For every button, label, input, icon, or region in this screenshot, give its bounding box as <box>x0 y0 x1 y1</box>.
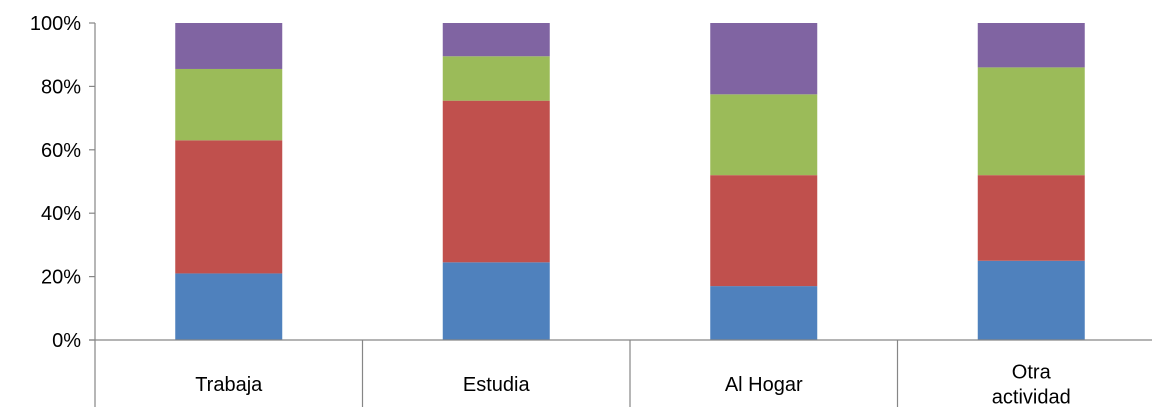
x-tick-label: Otra actividad <box>992 362 1071 407</box>
bar-segment-2-3 <box>442 56 550 101</box>
x-tick-label: Al Hogar <box>725 374 803 396</box>
bar-segment-2-2 <box>442 100 550 263</box>
labels-layer: 0% 20% 40% 60% 80% 100% Trabaja Estudia Al Hogar… <box>30 13 1071 407</box>
bar-segment-1-1 <box>175 273 283 340</box>
bar-segment-1-4 <box>175 23 283 69</box>
bar-segment-4-2 <box>977 175 1085 261</box>
y-tick-label: 20% <box>41 267 81 289</box>
bars-layer <box>175 23 1085 340</box>
bar-segment-1-2 <box>175 140 283 274</box>
y-tick-label: 60% <box>41 140 81 162</box>
bar-segment-4-4 <box>977 23 1085 68</box>
bar-segment-3-3 <box>710 94 818 176</box>
y-tick-label: 0% <box>52 330 81 352</box>
y-tick-label: 80% <box>41 76 81 98</box>
axes-layer <box>89 22 1152 407</box>
bar-segment-2-4 <box>442 23 550 57</box>
bar-segment-1-3 <box>175 68 283 141</box>
bar-segment-3-2 <box>710 175 818 287</box>
y-tick-label: 100% <box>30 13 81 35</box>
x-tick-label: Trabaja <box>195 374 263 396</box>
bar-segment-3-1 <box>710 286 818 340</box>
bar-segment-4-1 <box>977 260 1085 340</box>
x-tick-label: Estudia <box>463 374 531 396</box>
bar-segment-4-3 <box>977 67 1085 176</box>
y-tick-label: 40% <box>41 203 81 225</box>
bar-segment-2-1 <box>442 262 550 340</box>
bar-segment-3-4 <box>710 23 818 95</box>
